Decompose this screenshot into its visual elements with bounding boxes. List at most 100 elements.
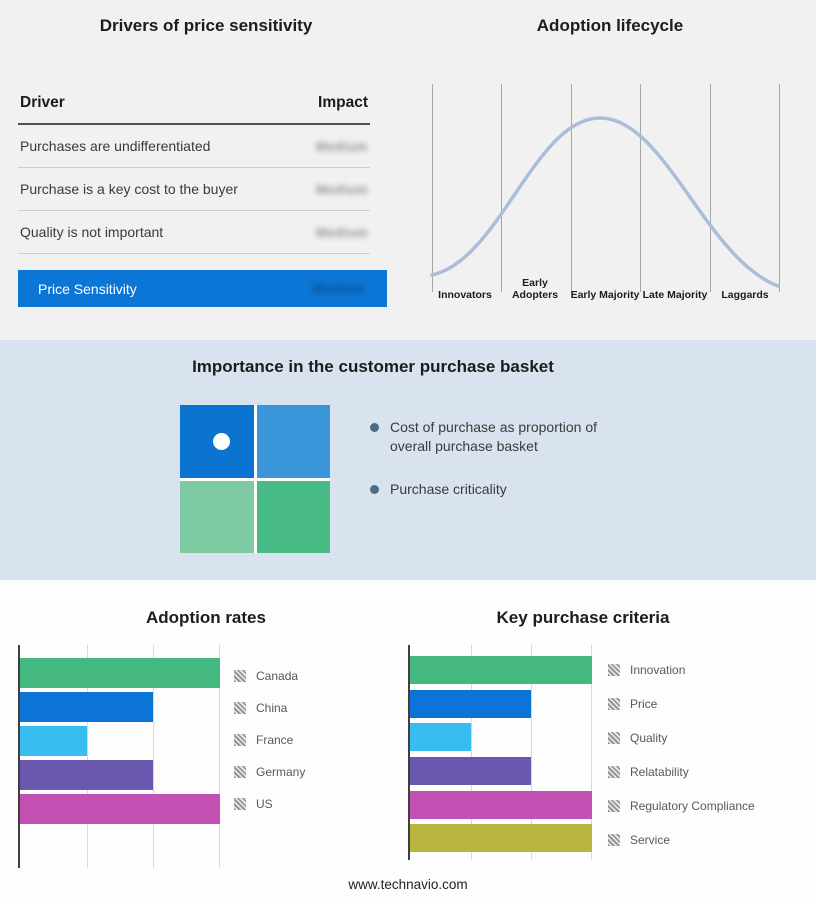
bar-china (20, 692, 154, 722)
gridline (571, 84, 572, 292)
hatched-swatch-icon (608, 800, 620, 812)
bar-service (410, 824, 592, 852)
column-header-driver: Driver (20, 94, 65, 111)
legend-label: Innovation (630, 663, 686, 677)
impact-cell-blurred: Medium (315, 224, 368, 240)
column-header-impact: Impact (318, 94, 368, 111)
legend-item: Relatability (608, 755, 755, 789)
bar-quality (410, 723, 471, 751)
legend-label: China (256, 701, 288, 715)
gridline (779, 84, 780, 292)
lifecycle-panel-title: Adoption lifecycle (536, 16, 684, 35)
purchase-basket-quadrant (180, 405, 330, 553)
bell-curve (430, 116, 780, 288)
gridline (432, 84, 433, 292)
drivers-table-header: Driver Impact (18, 88, 370, 125)
bullet-icon (370, 484, 379, 494)
top-section: Drivers of price sensitivity Adoption li… (0, 0, 816, 340)
drivers-panel-title: Drivers of price sensitivity (99, 16, 313, 35)
drivers-table: Driver Impact Purchases are undifferenti… (18, 88, 370, 254)
driver-cell: Purchase is a key cost to the buyer (20, 181, 238, 197)
bar-relatability (410, 757, 532, 785)
hatched-swatch-icon (608, 766, 620, 778)
impact-cell-blurred: Medium (315, 138, 368, 154)
quadrant-top-right (256, 405, 330, 478)
quadrant-bottom-left (180, 480, 254, 553)
bar-regulatory-compliance (410, 791, 592, 819)
bullet-icon (370, 423, 379, 432)
gridline (501, 84, 502, 292)
gridline (153, 645, 155, 868)
legend-item: Canada (234, 660, 305, 692)
gridline (531, 645, 533, 860)
driver-cell: Quality is not important (20, 224, 164, 240)
legend-item: Germany (234, 756, 305, 788)
hatched-swatch-icon (234, 670, 246, 682)
hatched-swatch-icon (234, 798, 246, 810)
legend-item: Innovation (608, 653, 755, 687)
table-row: Purchases are undifferentiated Medium (18, 125, 370, 168)
stage-label: Innovators (438, 288, 492, 301)
gridline (86, 645, 88, 868)
price-sensitivity-label: Price Sensitivity (38, 280, 137, 297)
legend-item: Regulatory Compliance (608, 789, 755, 823)
bar-germany (20, 760, 154, 790)
quadrant-bottom-right (256, 480, 330, 553)
basket-bullet-list: Cost of purchase as proportion of overal… (370, 418, 638, 523)
gridline (710, 84, 711, 292)
hatched-swatch-icon (608, 698, 620, 710)
hatched-swatch-icon (608, 834, 620, 846)
adoption-rates-plot (18, 645, 220, 868)
list-item: Cost of purchase as proportion of overal… (370, 418, 638, 456)
bottom-section: Adoption rates Key purchase criteria Can… (0, 580, 816, 902)
gridline (470, 645, 472, 860)
hatched-swatch-icon (234, 734, 246, 746)
table-row: Quality is not important Medium (18, 211, 370, 254)
hatched-swatch-icon (608, 664, 620, 676)
stage-label: Laggards (721, 288, 769, 301)
gridline (640, 84, 641, 292)
basket-section-title: Importance in the customer purchase bask… (192, 357, 554, 376)
legend-label: Regulatory Compliance (630, 799, 755, 813)
hatched-swatch-icon (234, 766, 246, 778)
key-purchase-criteria-legend: Innovation Price Quality Relatability Re… (608, 653, 755, 857)
price-sensitivity-row: Price Sensitivity Medium (18, 270, 387, 307)
purchase-basket-section: Importance in the customer purchase bask… (0, 340, 816, 580)
stage-label: Early Majority (570, 288, 640, 301)
adoption-rates-legend: Canada China France Germany US (234, 660, 305, 820)
gridline (591, 645, 592, 860)
legend-label: Price (630, 697, 658, 711)
position-marker-dot (213, 433, 230, 450)
bar-price (410, 690, 532, 718)
bar-us (20, 794, 220, 824)
legend-label: France (256, 733, 294, 747)
legend-item: US (234, 788, 305, 820)
legend-label: Relatability (630, 765, 689, 779)
bullet-text: Purchase criticality (390, 480, 507, 497)
legend-item: France (234, 724, 305, 756)
key-purchase-criteria-title: Key purchase criteria (496, 608, 670, 627)
bar-innovation (410, 656, 592, 684)
impact-cell-blurred: Medium (312, 281, 365, 296)
legend-label: Canada (256, 669, 299, 683)
gridline (219, 645, 220, 868)
legend-label: US (256, 797, 273, 811)
list-item: Purchase criticality (370, 480, 638, 499)
stage-label: Early Adopters (511, 276, 559, 301)
legend-label: Quality (630, 731, 668, 745)
legend-item: Service (608, 823, 755, 857)
legend-item: China (234, 692, 305, 724)
bar-france (20, 726, 87, 756)
bar-canada (20, 658, 220, 688)
stage-label: Late Majority (642, 288, 708, 301)
impact-cell-blurred: Medium (315, 181, 368, 197)
bullet-text: Cost of purchase as proportion of overal… (390, 419, 598, 454)
adoption-rates-title: Adoption rates (146, 608, 266, 627)
key-purchase-criteria-plot (408, 645, 592, 860)
lifecycle-stage-labels: Innovators Early Adopters Early Majority… (430, 268, 780, 302)
quadrant-top-left (180, 405, 254, 478)
table-row: Purchase is a key cost to the buyer Medi… (18, 168, 370, 211)
website-footer: www.technavio.com (348, 877, 468, 892)
legend-label: Service (630, 833, 671, 847)
